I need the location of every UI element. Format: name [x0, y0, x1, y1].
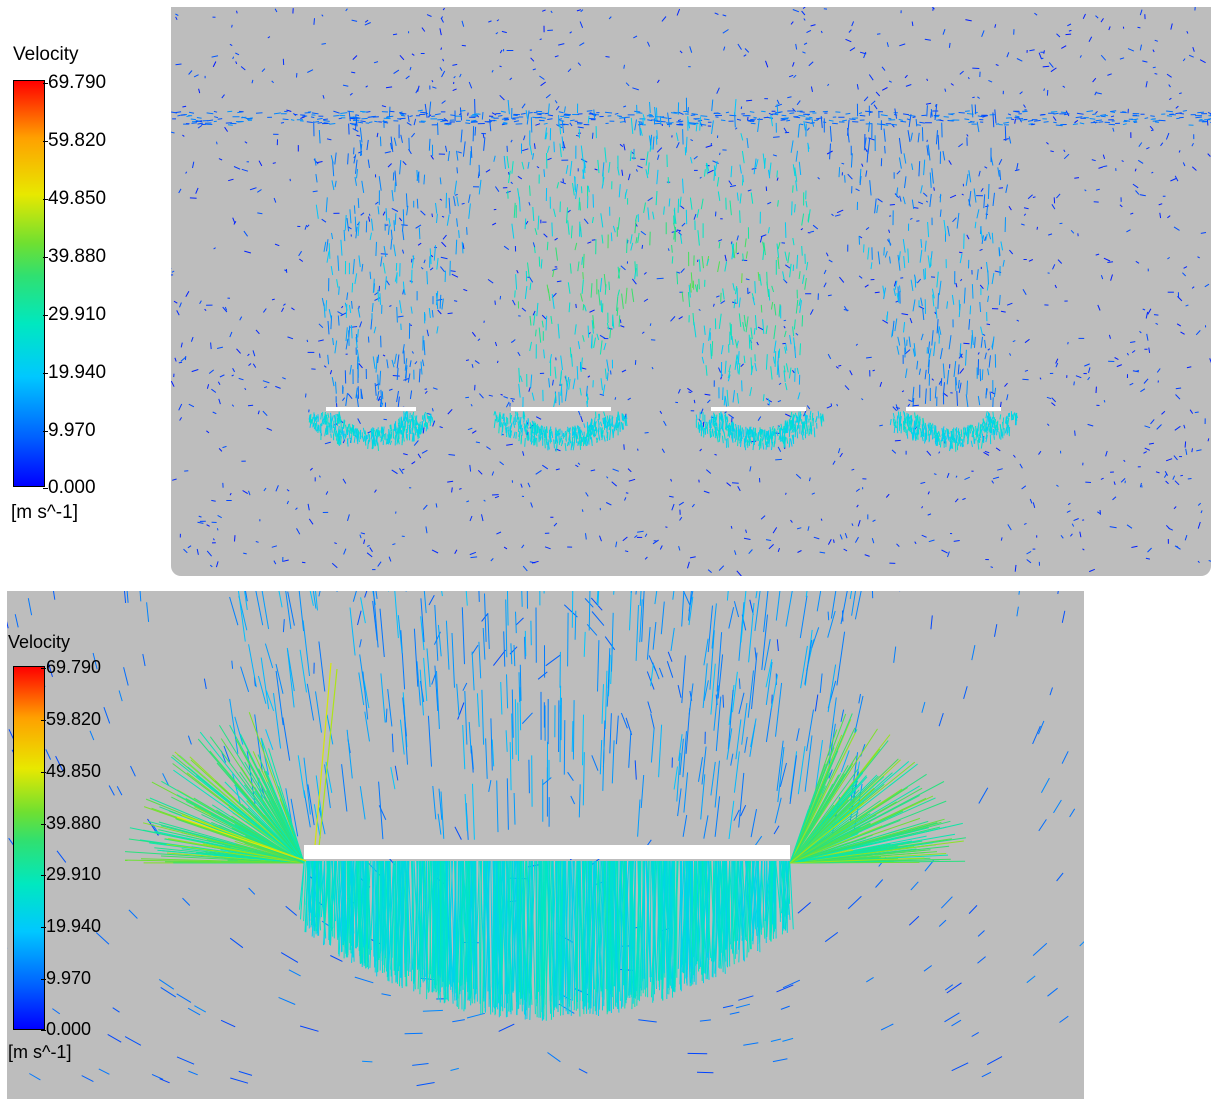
legend-tick: 9.970 — [43, 420, 96, 441]
top-velocity-vector-field — [171, 7, 1211, 576]
legend-tick: 49.850 — [40, 761, 102, 781]
legend-tick: 39.880 — [42, 246, 107, 267]
legend-tick: 59.820 — [40, 709, 102, 729]
legend-tick: 69.790 — [42, 72, 107, 93]
heater-plate — [711, 407, 806, 411]
top-velocity-legend: Velocity 69.790 59.820 49.850 39.880 29.… — [8, 44, 168, 534]
heater-plate — [326, 407, 416, 411]
legend-tick: 29.910 — [40, 864, 102, 884]
heater-plate — [906, 407, 1001, 411]
bottom-velocity-legend: Velocity 69.790 59.820 49.850 39.880 29.… — [8, 632, 168, 1072]
legend-tick: 9.970 — [40, 968, 92, 988]
legend-tick: 29.910 — [42, 304, 107, 325]
legend-tick: 19.940 — [40, 916, 102, 936]
top-vector-plot-viewport — [171, 7, 1211, 576]
legend-tick: 0.000 — [40, 1019, 92, 1039]
bottom-vector-plot-viewport — [7, 591, 1084, 1099]
legend-tick: 69.790 — [40, 657, 102, 677]
legend-tick: 59.820 — [42, 130, 107, 151]
legend-color-bar — [13, 666, 45, 1030]
legend-tick: 49.850 — [42, 188, 107, 209]
heater-plate — [511, 407, 611, 411]
legend-tick: 19.940 — [42, 362, 107, 383]
legend-tick: 39.880 — [40, 813, 102, 833]
heater-plate — [304, 845, 790, 859]
legend-tick: 0.000 — [43, 477, 96, 498]
legend-color-bar — [13, 80, 45, 487]
legend-title: Velocity — [13, 44, 79, 65]
legend-unit: [m s^-1] — [8, 1042, 72, 1062]
bottom-velocity-vector-field-closeup — [7, 591, 1084, 1087]
legend-title: Velocity — [8, 632, 71, 652]
legend-unit: [m s^-1] — [11, 502, 78, 523]
